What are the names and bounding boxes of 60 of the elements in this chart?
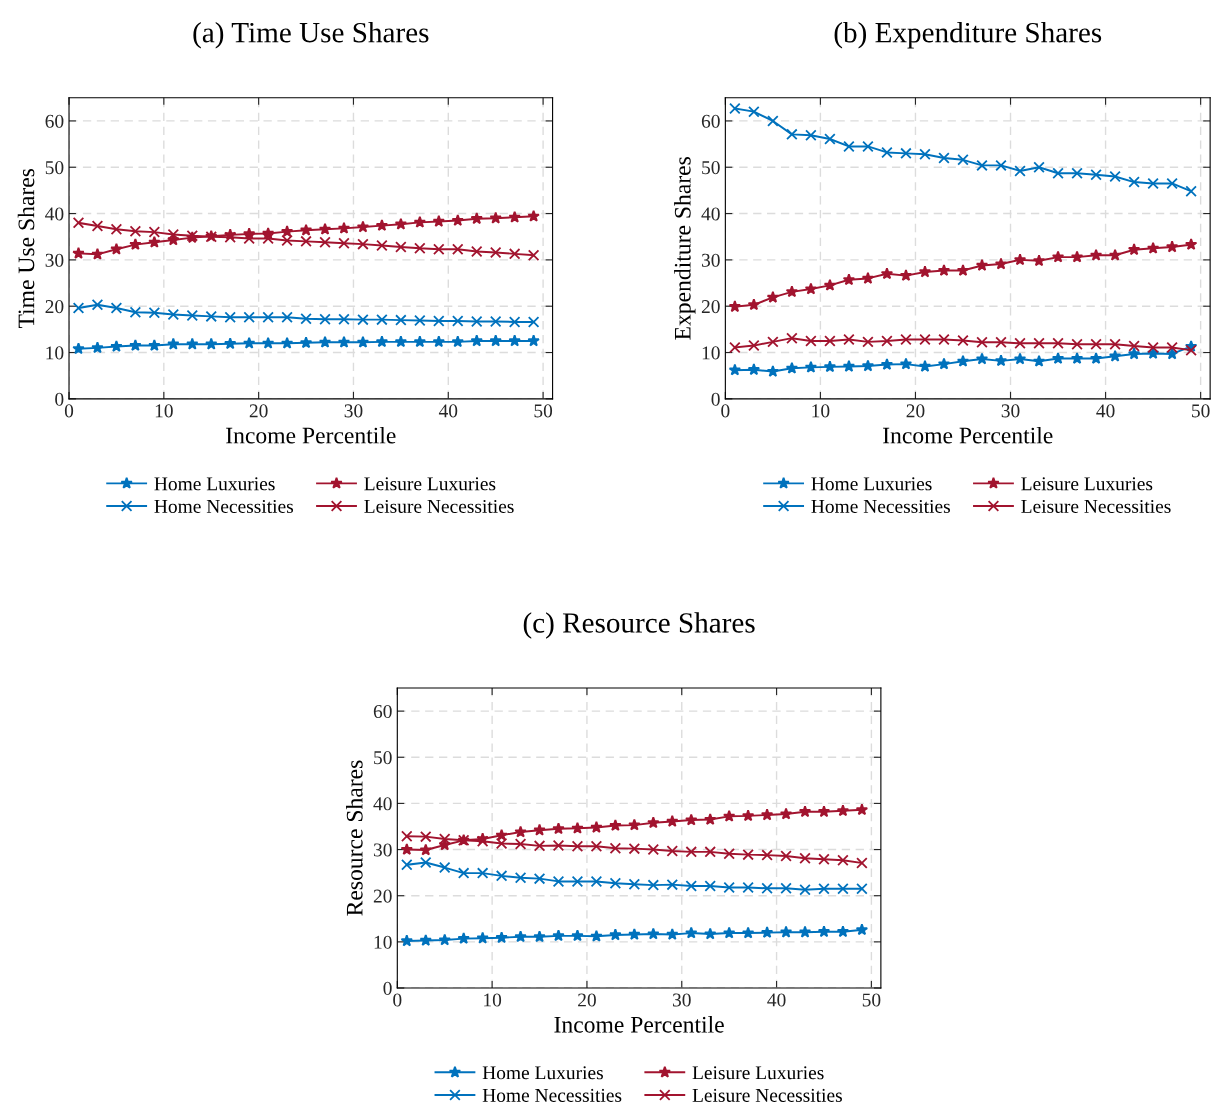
x-tick-label: 40 bbox=[1096, 404, 1115, 418]
x-tick-label: 10 bbox=[155, 404, 173, 418]
chart-title: (b) Expenditure Shares bbox=[834, 21, 1102, 49]
legend-label: Home Necessities bbox=[811, 499, 950, 513]
y-tick-label: 40 bbox=[701, 207, 720, 221]
y-tick-label: 40 bbox=[373, 797, 392, 811]
x-tick-label: 30 bbox=[344, 404, 363, 418]
y-tick-label: 10 bbox=[46, 346, 64, 360]
x-tick-label: 20 bbox=[578, 993, 596, 1007]
y-axis-title: Expenditure Shares bbox=[674, 157, 696, 340]
y-tick-label: 40 bbox=[45, 207, 64, 221]
y-tick-label: 0 bbox=[55, 392, 64, 406]
x-tick-label: 0 bbox=[721, 404, 730, 418]
x-tick-label: 0 bbox=[64, 404, 74, 418]
x-tick-label: 0 bbox=[393, 993, 402, 1007]
y-axis-title: Time Use Shares bbox=[17, 168, 35, 329]
y-tick-label: 10 bbox=[702, 346, 720, 360]
y-tick-label: 60 bbox=[373, 704, 392, 719]
x-axis-title: Income Percentile bbox=[226, 426, 396, 444]
legend-label: Leisure Luxuries bbox=[364, 477, 496, 491]
y-axis-title: Resource Shares bbox=[346, 760, 363, 916]
x-tick-label: 40 bbox=[767, 993, 786, 1007]
x-axis-title: Income Percentile bbox=[883, 426, 1053, 444]
y-tick-label: 0 bbox=[383, 981, 392, 995]
legend-label: Home Necessities bbox=[154, 499, 294, 513]
legend-label: Home Necessities bbox=[482, 1088, 622, 1102]
y-tick-label: 20 bbox=[701, 300, 720, 314]
chart-title: (c) Resource Shares bbox=[523, 612, 755, 639]
x-tick-label: 20 bbox=[249, 404, 268, 418]
x-tick-label: 50 bbox=[1192, 404, 1210, 418]
x-axis-title: Income Percentile bbox=[554, 1016, 724, 1033]
x-tick-label: 50 bbox=[862, 993, 881, 1007]
x-tick-label: 20 bbox=[906, 404, 925, 418]
legend-label: Home Luxuries bbox=[482, 1066, 603, 1080]
y-tick-label: 60 bbox=[45, 114, 64, 128]
x-tick-label: 10 bbox=[484, 993, 502, 1007]
y-tick-label: 20 bbox=[373, 889, 392, 903]
y-tick-label: 60 bbox=[701, 114, 720, 128]
legend-label: Leisure Necessities bbox=[692, 1088, 842, 1102]
y-tick-label: 50 bbox=[45, 161, 64, 175]
x-tick-label: 30 bbox=[672, 993, 691, 1007]
legend-label: Leisure Necessities bbox=[1021, 499, 1171, 513]
x-tick-label: 40 bbox=[438, 404, 458, 418]
y-tick-label: 30 bbox=[701, 253, 720, 267]
x-tick-label: 10 bbox=[812, 404, 830, 418]
y-tick-label: 20 bbox=[45, 300, 64, 314]
y-tick-label: 50 bbox=[702, 161, 720, 175]
y-tick-label: 50 bbox=[374, 751, 392, 765]
legend-label: Home Luxuries bbox=[154, 477, 275, 491]
legend-label: Leisure Luxuries bbox=[692, 1066, 824, 1080]
legend-label: Leisure Luxuries bbox=[1021, 477, 1153, 491]
y-tick-label: 30 bbox=[373, 843, 392, 857]
legend-label: Leisure Necessities bbox=[364, 499, 514, 513]
x-tick-label: 50 bbox=[534, 404, 553, 418]
x-tick-label: 30 bbox=[1001, 404, 1020, 418]
y-tick-label: 0 bbox=[711, 392, 720, 406]
legend-label: Home Luxuries bbox=[811, 477, 932, 491]
chart-title: (a) Time Use Shares bbox=[193, 21, 429, 49]
y-tick-label: 10 bbox=[374, 935, 392, 949]
y-tick-label: 30 bbox=[45, 253, 64, 267]
